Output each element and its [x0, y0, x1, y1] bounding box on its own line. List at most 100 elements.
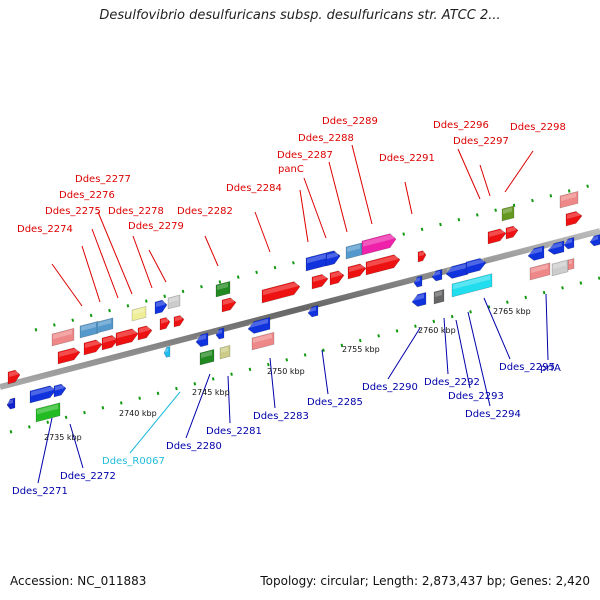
leader-line: [129, 391, 181, 454]
gene-feature: [527, 245, 545, 261]
top-gene-label: Ddes_2289: [322, 116, 378, 127]
dots-lower: [9, 276, 600, 434]
gene-feature: [221, 297, 237, 313]
bottom-gene-label: Ddes_2295: [499, 362, 555, 373]
top-gene-label: Ddes_2291: [379, 153, 435, 164]
leader-line: [404, 181, 413, 215]
top-gene-label: Ddes_2279: [128, 221, 184, 232]
gene-feature: [131, 305, 147, 322]
genome-backbone: [0, 228, 600, 390]
leader-line: [387, 327, 421, 380]
bottom-gene-label: Ddes_2285: [307, 397, 363, 408]
leader-line: [504, 150, 534, 193]
gene-feature: [361, 233, 397, 256]
top-gene-label: Ddes_2276: [59, 190, 115, 201]
leader-line: [545, 293, 549, 361]
bottom-gene-label: Ddes_2281: [206, 426, 262, 437]
leader-line: [299, 189, 309, 243]
gene-feature: [307, 305, 319, 318]
top-gene-label: Ddes_2284: [226, 183, 282, 194]
scale-tick-label: 2745 kbp: [192, 388, 230, 397]
top-gene-label: Ddes_2297: [453, 136, 509, 147]
top-gene-label: Ddes_2275: [45, 206, 101, 217]
top-gene-label: Ddes_2274: [17, 224, 73, 235]
bottom-gene-label: Ddes_2271: [12, 486, 68, 497]
gene-feature: [565, 211, 583, 227]
leader-line: [204, 235, 219, 267]
gene-feature: [311, 274, 329, 290]
bottom-gene-label: Ddes_2293: [448, 391, 504, 402]
gene-feature: [57, 347, 81, 365]
gene-feature: [505, 225, 519, 240]
top-gene-label: Ddes_2282: [177, 206, 233, 217]
bottom-gene-label: prfA: [540, 363, 561, 374]
leader-line: [467, 311, 491, 407]
gene-feature: [83, 339, 103, 356]
label-leader-lines: [37, 144, 549, 484]
leader-line: [321, 349, 329, 395]
gene-feature: [325, 251, 341, 267]
scale-tick-label: 2765 kbp: [493, 307, 531, 316]
leader-line: [479, 164, 491, 197]
gene-feature: [413, 275, 423, 288]
gene-feature: [167, 294, 181, 310]
scale-tick-label: 2740 kbp: [119, 409, 157, 418]
top-gene-label: panC: [278, 164, 304, 175]
gene-feature: [559, 190, 579, 209]
leader-line: [328, 161, 348, 233]
leader-line: [91, 228, 119, 299]
gene-labels: Ddes_2274 Ddes_2275 Ddes_2276 Ddes_2277 Ddes…: [12, 116, 566, 497]
leader-line: [303, 177, 327, 239]
top-gene-label: Ddes_2298: [510, 122, 566, 133]
gene-feature: [154, 299, 168, 315]
leader-line: [132, 235, 153, 289]
leader-line: [51, 263, 83, 307]
gene-feature: [451, 273, 493, 298]
top-gene-label: Ddes_2288: [298, 133, 354, 144]
gene-feature: [551, 259, 569, 277]
leader-line: [269, 357, 276, 409]
gene-feature: [261, 281, 301, 304]
gene-feature: [137, 325, 153, 341]
gene-feature: [567, 258, 575, 271]
gene-feature: [101, 335, 119, 351]
bottom-gene-label: Ddes_2280: [166, 441, 222, 452]
gene-feature: [159, 317, 171, 331]
bottom-gene-label: Ddes_2292: [424, 377, 480, 388]
top-gene-label: Ddes_2277: [75, 174, 131, 185]
gene-feature: [96, 317, 114, 334]
gene-feature: [173, 315, 185, 328]
bottom-gene-label: Ddes_2294: [465, 409, 521, 420]
gene-feature: [251, 331, 275, 351]
bottom-gene-label: Ddes_2290: [362, 382, 418, 393]
bottom-gene-label: Ddes_R0067: [102, 456, 165, 467]
leader-line: [443, 317, 449, 375]
genome-summary: Topology: circular; Length: 2,873,437 bp…: [260, 574, 590, 588]
map-title: Desulfovibrio desulfuricans subsp. desul…: [99, 8, 501, 23]
gene-feature: [529, 262, 551, 281]
leader-line: [185, 373, 211, 439]
gene-feature: [431, 269, 443, 282]
gene-feature: [247, 316, 271, 334]
gene-feature: [6, 397, 16, 410]
leader-line: [37, 417, 53, 484]
gene-feature: [417, 250, 427, 263]
leader-line: [148, 249, 167, 283]
leader-line: [483, 297, 511, 360]
gene-feature: [51, 327, 75, 347]
gene-feature: [329, 270, 345, 286]
top-gene-label: Ddes_2278: [108, 206, 164, 217]
leader-line: [227, 375, 231, 424]
leader-line: [351, 144, 373, 225]
gene-feature: [53, 383, 67, 398]
gene-feature: [215, 327, 225, 340]
leader-line: [81, 245, 101, 303]
leader-line: [97, 211, 133, 295]
gene-feature: [345, 242, 363, 260]
gene-feature: [163, 346, 171, 358]
gene-feature: [195, 332, 209, 348]
gene-feature: [365, 254, 401, 276]
leader-line: [457, 148, 481, 200]
leader-line: [455, 319, 471, 389]
gene-feature: [487, 228, 507, 245]
